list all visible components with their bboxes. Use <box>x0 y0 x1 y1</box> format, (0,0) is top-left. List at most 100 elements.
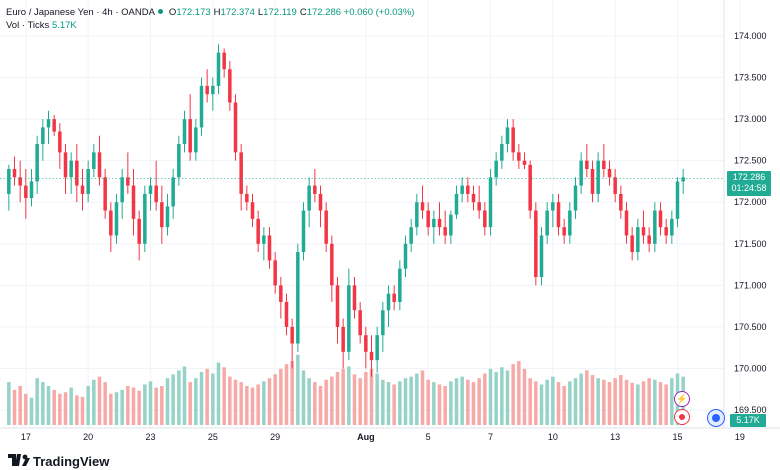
volume-bar <box>556 382 561 425</box>
logo-text: TradingView <box>33 454 110 469</box>
volume-bar <box>52 389 56 425</box>
record-icon[interactable] <box>674 409 690 425</box>
volume-bar <box>171 374 175 425</box>
candle-body <box>120 177 124 203</box>
candle-body <box>460 185 464 194</box>
candle-body <box>165 206 170 228</box>
price-axis[interactable]: 169.500 170.000 170.500 171.000 171.500 172.0… <box>734 31 767 415</box>
volume-label[interactable]: Vol · Ticks <box>6 20 50 31</box>
candle-body <box>556 202 561 228</box>
volume-bar <box>154 387 158 425</box>
candle-body <box>92 152 96 169</box>
candle-body <box>228 69 232 103</box>
candle-body <box>18 177 22 186</box>
volume-bar <box>409 376 413 425</box>
volume-bar <box>137 390 141 425</box>
candle-body <box>534 210 538 278</box>
symbol-title[interactable]: Euro / Japanese Yen · 4h · OANDA <box>6 7 155 18</box>
candle-body <box>188 119 192 153</box>
last-price-tag: 172.286 01:24:58 <box>727 171 771 196</box>
volume-bar <box>471 382 476 425</box>
candle-body <box>69 160 73 178</box>
candle-body <box>568 210 572 236</box>
volume-bar <box>279 368 283 425</box>
candle-body <box>97 152 102 178</box>
candle-body <box>579 160 583 186</box>
volume-bar <box>24 393 28 425</box>
volume-bar <box>602 379 606 425</box>
candle-body <box>63 152 68 178</box>
price-tick-label: 172.500 <box>734 156 767 166</box>
candle-body <box>75 160 79 186</box>
volume-bar <box>534 381 538 425</box>
volume-bar <box>143 384 147 425</box>
volume-bar <box>630 382 634 425</box>
volume-bar <box>539 384 544 425</box>
candle-body <box>505 127 510 145</box>
volume-bar <box>352 374 357 425</box>
time-tick-label: 20 <box>83 432 93 442</box>
candle-body <box>335 285 340 327</box>
time-tick-label: 19 <box>735 432 745 442</box>
candle-body <box>443 227 447 236</box>
volume-bar <box>579 373 583 425</box>
volume-bar <box>670 378 674 425</box>
candle-body <box>426 210 430 228</box>
volume-bar <box>12 389 17 425</box>
candle-body <box>409 227 413 244</box>
candle-body <box>432 218 436 228</box>
candle-body <box>143 193 147 244</box>
candle-body <box>29 181 34 199</box>
volume-bar <box>46 386 51 425</box>
price-tick-label: 172.000 <box>734 197 767 207</box>
candle-body <box>551 202 555 211</box>
candle-body <box>41 127 45 145</box>
volume-bar <box>182 366 187 425</box>
volume-bar <box>63 392 68 425</box>
time-tick-label: 25 <box>208 432 218 442</box>
candle-body <box>199 85 204 128</box>
close-label: C <box>299 7 307 18</box>
volume-bar <box>126 386 130 425</box>
volume-bar <box>41 382 45 425</box>
time-axis[interactable]: 1720232529Aug57101315192124 <box>21 432 780 442</box>
candle-body <box>681 177 685 182</box>
volume-bar <box>109 393 113 425</box>
candle-body <box>539 235 544 278</box>
time-tick-label: 23 <box>145 432 155 442</box>
candle-body <box>358 310 362 336</box>
volume-tag: 5.17K <box>730 414 766 427</box>
volume-bar <box>228 376 232 425</box>
volume-bar <box>647 378 651 425</box>
candle-body <box>670 218 674 236</box>
candle-body <box>103 177 107 211</box>
volume-bar <box>290 361 294 425</box>
candle-body <box>279 285 283 302</box>
volume-bar <box>375 373 379 425</box>
lightning-icon[interactable]: ⚡ <box>674 391 690 407</box>
tradingview-logo[interactable]: TradingView <box>8 454 109 469</box>
candle-body <box>250 202 255 219</box>
volume-bar <box>35 378 39 425</box>
avatar-icon[interactable] <box>707 409 725 427</box>
candle-body <box>466 185 470 194</box>
volume-bar <box>607 382 612 425</box>
candle-body <box>216 52 221 86</box>
candle-body <box>500 144 504 161</box>
candle-body <box>415 202 419 228</box>
candle-body <box>109 210 113 236</box>
volume-bar <box>511 364 515 425</box>
volume-bar <box>619 375 623 425</box>
candle-body <box>222 52 226 70</box>
volume-bar <box>347 366 351 425</box>
volume-bar <box>551 376 555 425</box>
candle-body <box>403 243 408 269</box>
avatar-inner <box>712 414 720 422</box>
volume-bar <box>273 374 277 425</box>
volume-bar <box>449 381 453 425</box>
volume-bar <box>324 379 328 425</box>
candle-body <box>477 202 481 211</box>
open-label: O <box>168 7 177 18</box>
volume-bar <box>432 382 436 425</box>
